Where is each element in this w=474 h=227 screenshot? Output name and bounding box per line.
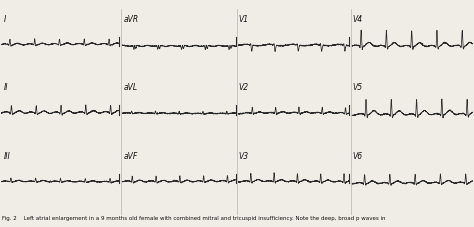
Text: III: III (3, 151, 10, 160)
Text: aVR: aVR (123, 15, 138, 24)
Text: V2: V2 (239, 83, 249, 92)
Text: V4: V4 (353, 15, 363, 24)
Text: V5: V5 (353, 83, 363, 92)
Text: Fig. 2    Left atrial enlargement in a 9 months old female with combined mitral : Fig. 2 Left atrial enlargement in a 9 mo… (2, 215, 386, 220)
Text: aVF: aVF (123, 151, 137, 160)
Text: II: II (3, 83, 8, 92)
Text: V6: V6 (353, 151, 363, 160)
Text: I: I (3, 15, 6, 24)
Text: V3: V3 (239, 151, 249, 160)
Text: V1: V1 (239, 15, 249, 24)
Text: aVL: aVL (123, 83, 137, 92)
